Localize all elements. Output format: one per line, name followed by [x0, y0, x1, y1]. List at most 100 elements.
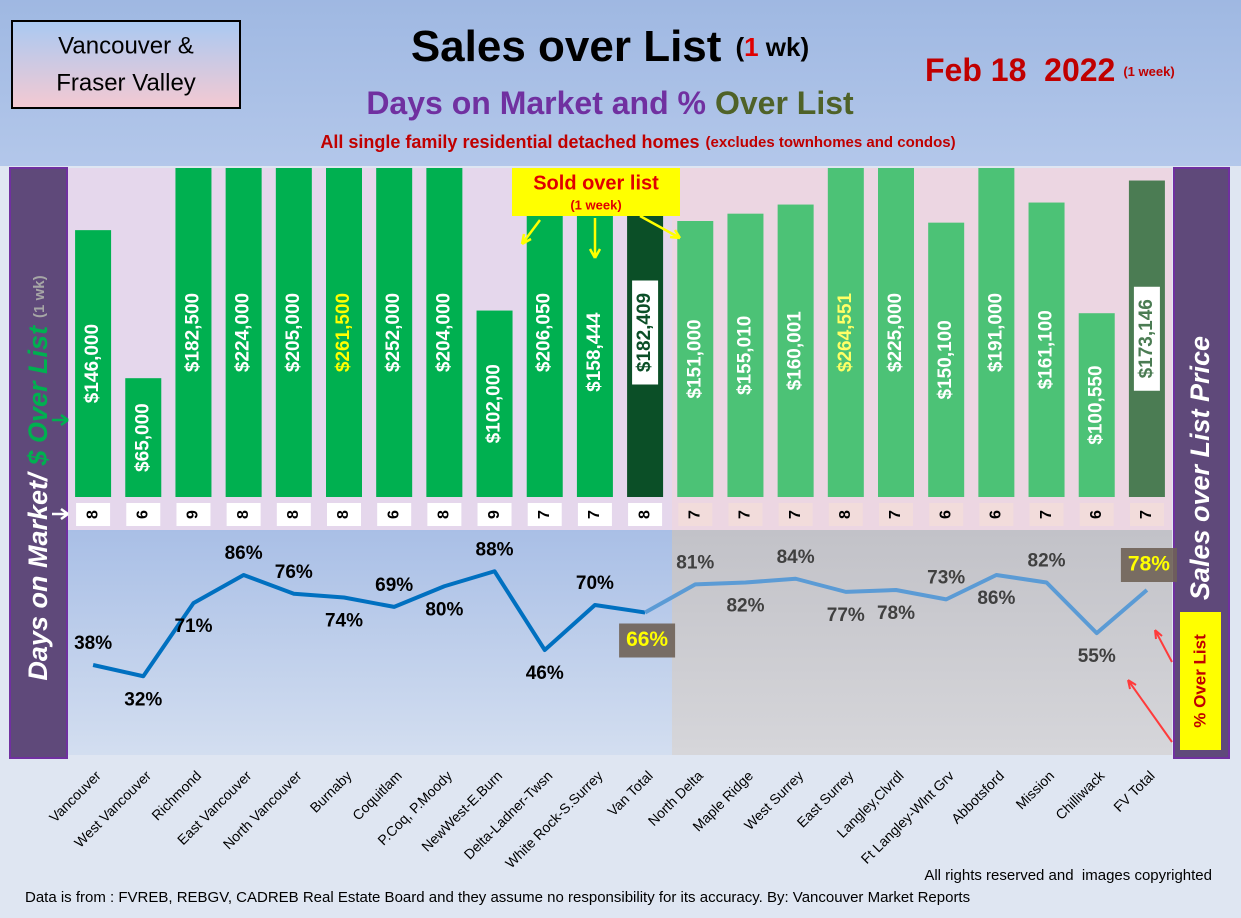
date-note: (1 week): [1123, 64, 1174, 79]
region-box: [11, 20, 241, 109]
y-label-part: $ Over List: [23, 325, 53, 467]
value-label: $146,000: [82, 324, 103, 403]
bar: [928, 222, 965, 497]
title-text: Sales over List: [411, 22, 722, 71]
days-box: [126, 503, 161, 526]
bar: [526, 168, 563, 497]
pct-label: 38%: [74, 633, 112, 654]
days-box: [778, 503, 813, 526]
pct-note: % Over List: [1190, 634, 1209, 728]
bar: [225, 168, 262, 497]
days-box: [828, 503, 863, 526]
days-label: 6: [385, 510, 402, 519]
y-label-panel: [9, 167, 68, 759]
date: Feb 18 2022 (1 week): [925, 52, 1175, 88]
bar: [777, 204, 814, 498]
title: Sales over List (1 wk): [411, 22, 809, 71]
value-label: $224,000: [233, 293, 254, 372]
pct-label: 82%: [1028, 551, 1066, 572]
pct-label: 78%: [877, 603, 915, 624]
arrow: [1154, 629, 1173, 663]
plot-bg: [68, 168, 672, 530]
pct-arrows: [1127, 629, 1173, 743]
arrow: [52, 507, 69, 521]
pct-label: 77%: [827, 605, 865, 626]
days-label: 6: [1088, 510, 1105, 519]
pct-label: 55%: [1078, 646, 1116, 667]
arrow: [639, 214, 682, 240]
arrow: [588, 218, 602, 259]
days-label: 9: [185, 510, 202, 519]
value-label: $252,000: [383, 293, 404, 372]
days-box: [226, 503, 261, 526]
arrow: [520, 219, 541, 246]
pct-label: 82%: [726, 596, 764, 617]
date-text: Feb 18 2022: [925, 52, 1115, 88]
days-label: 7: [787, 510, 804, 519]
title-note: (: [735, 32, 744, 62]
days-label: 7: [1038, 510, 1055, 519]
bar: [878, 168, 914, 497]
days-label: 8: [285, 510, 302, 519]
days-label: 8: [235, 510, 252, 519]
bar: [326, 168, 362, 497]
pct-line: [644, 573, 1149, 636]
plot-bg: [68, 530, 672, 755]
sold-note: Sold over list: [533, 172, 659, 194]
days-box: [427, 503, 462, 526]
value-label: $102,000: [484, 364, 505, 443]
value-label: $150,100: [935, 320, 956, 399]
sold-note: (1 week): [570, 197, 621, 212]
bar: [978, 168, 1015, 497]
sold-note-box: [512, 168, 680, 216]
value-label: $100,550: [1086, 365, 1107, 444]
bar: [476, 310, 513, 497]
value-label: $204,000: [433, 293, 454, 372]
days-box: [879, 503, 913, 526]
bar: [175, 168, 212, 497]
days-label: 6: [988, 510, 1005, 519]
y-label-part: (1 wk): [31, 275, 48, 318]
days-box: [377, 503, 412, 526]
pct-label: 32%: [124, 689, 162, 710]
value-label: $173,146: [1136, 299, 1157, 378]
days-label: 7: [536, 510, 553, 519]
bar: [1078, 313, 1115, 497]
pct-label: 81%: [676, 552, 714, 573]
arrow: [52, 413, 69, 427]
days-box: [176, 503, 211, 526]
subtitle: Days on Market and % Over List: [366, 85, 854, 121]
value-label: $65,000: [132, 403, 153, 472]
bar: [727, 213, 764, 498]
subtitle-part: Days on Market and %: [366, 85, 706, 121]
bar: [75, 230, 112, 497]
days-box: [929, 503, 964, 526]
bar: [376, 168, 413, 497]
y-label: Days on Market/ $ Over List (1 wk): [23, 275, 53, 680]
pct-label: 74%: [325, 611, 363, 632]
value-label-bg: [1120, 548, 1177, 582]
bar: [275, 168, 312, 497]
value-label-bg: [632, 280, 659, 385]
y2-label: Sales over List Price: [1185, 336, 1215, 600]
days-box: [527, 503, 562, 526]
note-part: All single family residential detached h…: [320, 132, 699, 152]
days-label: 7: [686, 510, 703, 519]
pct-label: 86%: [225, 543, 263, 564]
value-label-bg: [619, 623, 676, 658]
value-label: $160,001: [785, 311, 806, 391]
subtitle-part: Over List: [715, 85, 854, 121]
days-label: 6: [134, 510, 151, 519]
days-label: 7: [887, 510, 904, 519]
days-label: 8: [335, 510, 352, 519]
days-label: 7: [737, 510, 754, 519]
region-line: Vancouver &: [58, 32, 194, 59]
sold-arrows: [520, 214, 682, 259]
days-box: [678, 503, 713, 526]
title-note: wk): [759, 32, 810, 62]
value-label: $261,500: [333, 293, 354, 372]
days-label: 7: [1138, 510, 1155, 519]
days-label: 9: [486, 510, 503, 519]
